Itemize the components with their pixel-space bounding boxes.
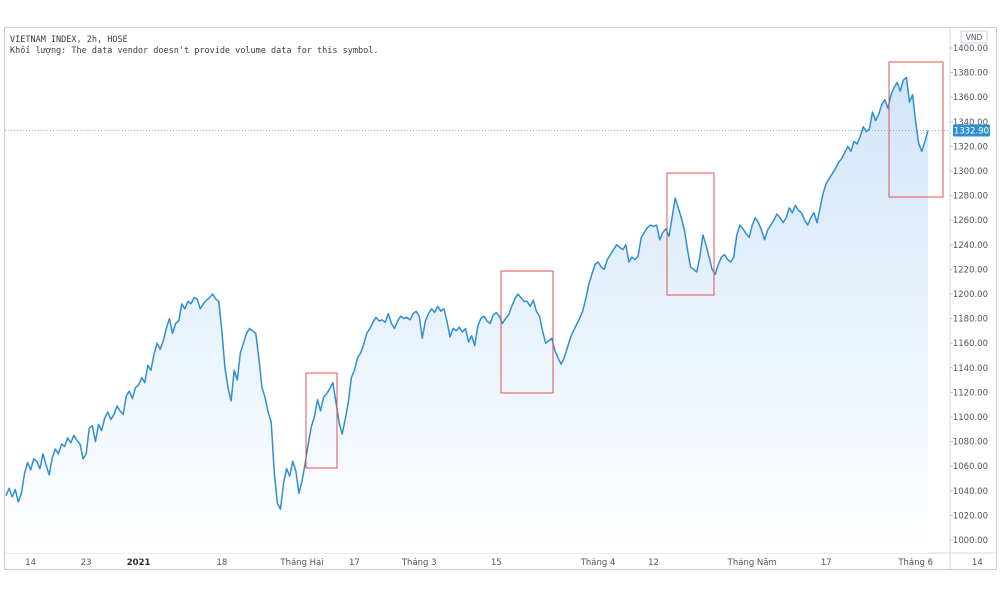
- x-tick-label: 14: [972, 558, 983, 568]
- x-tick-label: 2021: [127, 558, 151, 568]
- y-tick-label: 1340.00: [953, 118, 988, 128]
- y-tick-label: 1400.00: [953, 44, 988, 54]
- current-price-label: 1332.90: [954, 127, 989, 137]
- y-tick-label: 1060.00: [953, 462, 988, 472]
- y-tick-label: 1020.00: [953, 511, 988, 521]
- x-tick-label: Tháng Hai: [279, 558, 323, 568]
- y-tick-label: 1180.00: [953, 315, 988, 325]
- highlight-box: [305, 372, 338, 469]
- x-tick-label: Tháng 4: [580, 558, 616, 568]
- x-tick-label: 23: [81, 558, 92, 568]
- volume-note: Khối lượng: The data vendor doesn't prov…: [10, 46, 379, 56]
- highlight-box: [500, 270, 554, 394]
- y-tick-label: 1160.00: [953, 339, 988, 349]
- x-tick-label: 18: [216, 558, 227, 568]
- y-tick-label: 1300.00: [953, 167, 988, 177]
- x-tick-label: 17: [349, 558, 360, 568]
- price-area: [6, 77, 928, 554]
- currency-label: VND: [966, 33, 983, 42]
- y-tick-label: 1380.00: [953, 69, 988, 79]
- y-tick-label: 1040.00: [953, 487, 988, 497]
- x-tick-label: Tháng 3: [401, 558, 437, 568]
- x-tick-label: Tháng 6: [897, 558, 933, 568]
- chart-title: VIETNAM INDEX, 2h, HOSE: [10, 35, 128, 45]
- highlight-box: [888, 61, 944, 198]
- highlight-box: [666, 172, 715, 296]
- y-tick-label: 1080.00: [953, 438, 988, 448]
- y-tick-label: 1320.00: [953, 142, 988, 152]
- y-tick-label: 1360.00: [953, 93, 988, 103]
- x-tick-label: 17: [821, 558, 832, 568]
- x-tick-label: 14: [25, 558, 36, 568]
- current-price-box: [953, 124, 990, 137]
- y-tick-label: 1140.00: [953, 364, 988, 374]
- y-tick-label: 1200.00: [953, 290, 988, 300]
- y-tick-label: 1000.00: [953, 536, 988, 546]
- x-tick-label: Tháng Năm: [727, 558, 777, 568]
- y-tick-label: 1240.00: [953, 241, 988, 251]
- y-tick-label: 1220.00: [953, 265, 988, 275]
- y-tick-label: 1280.00: [953, 192, 988, 202]
- y-tick-label: 1260.00: [953, 216, 988, 226]
- currency-label-box: [960, 30, 988, 44]
- price-line: [5, 76, 929, 510]
- y-tick-label: 1100.00: [953, 413, 988, 423]
- x-tick-label: 12: [648, 558, 659, 568]
- x-tick-label: 15: [491, 558, 502, 568]
- y-tick-label: 1120.00: [953, 388, 988, 398]
